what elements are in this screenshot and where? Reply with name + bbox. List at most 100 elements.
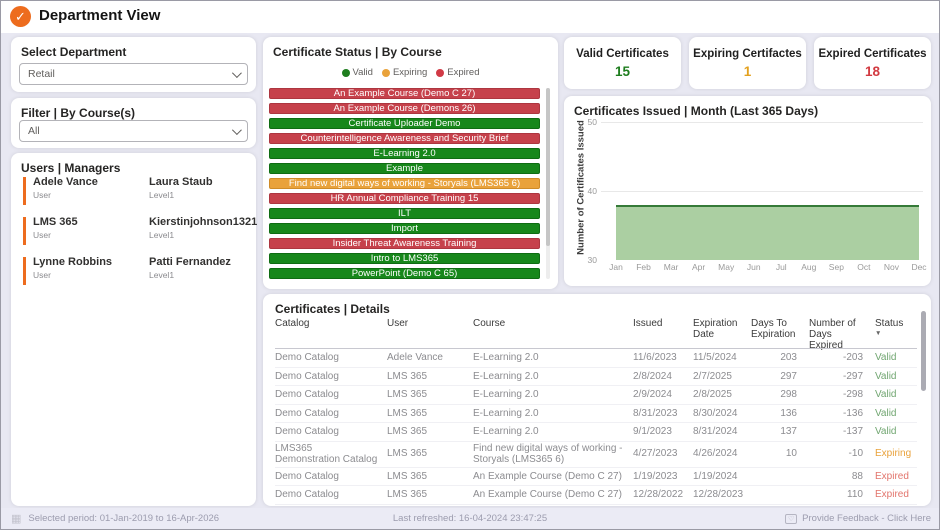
column-header-status[interactable]: Status▼	[875, 318, 917, 351]
table-cell: 1/19/2024	[693, 470, 751, 484]
table-cell: 2/9/2024	[633, 388, 693, 402]
x-axis-tick-label: Jun	[739, 262, 769, 272]
column-header-expiration-date[interactable]: Expiration Date	[693, 318, 751, 351]
course-status-bar[interactable]: Import	[269, 223, 540, 234]
table-cell: 136	[751, 407, 809, 421]
course-status-bar[interactable]: ILT	[269, 208, 540, 219]
kpi-label: Expiring Certifactes	[693, 48, 802, 60]
course-status-bar[interactable]: Counterintelligence Awareness and Securi…	[269, 133, 540, 144]
y-axis-tick-label: 50	[567, 117, 597, 127]
table-cell: 110	[809, 488, 875, 502]
table-cell: 8/31/2024	[693, 425, 751, 439]
table-row: LMS365 Demonstration CatalogLMS 365Find …	[275, 442, 917, 468]
table-row: Demo CatalogLMS 365E-Learning 2.02/9/202…	[275, 386, 917, 405]
column-header-label: Catalog	[275, 318, 379, 329]
table-cell: -136	[809, 407, 875, 421]
table-cell: 11/5/2024	[693, 351, 751, 365]
table-row: Demo CatalogAdele VanceE-Learning 2.011/…	[275, 349, 917, 368]
x-axis-tick-label: Feb	[629, 262, 659, 272]
column-header-label: Course	[473, 318, 625, 329]
column-header-issued[interactable]: Issued	[633, 318, 693, 351]
table-cell: Demo Catalog	[275, 470, 387, 484]
table-scrollbar-thumb[interactable]	[921, 311, 926, 391]
user-manager-row[interactable]: Adele VanceUserLaura StaubLevel1	[11, 176, 256, 208]
table-header-row: Catalog User Course Issued Expiration DateDa…	[275, 318, 917, 351]
column-header-label: Issued	[633, 318, 685, 329]
table-cell: 297	[751, 370, 809, 384]
bars-scrollbar-thumb[interactable]	[546, 88, 550, 246]
column-header-catalog[interactable]: Catalog	[275, 318, 387, 351]
table-cell: LMS 365	[387, 425, 473, 439]
legend-label: Expired	[447, 67, 479, 78]
column-header-course[interactable]: Course	[473, 318, 633, 351]
table-cell: 1/19/2023	[633, 470, 693, 484]
area-chart-plot: 304050JanFebMarAprMayJunJulAugSepOctNovD…	[601, 122, 923, 260]
table-cell: E-Learning 2.0	[473, 407, 633, 421]
users-managers-card: Users | Managers Adele VanceUserLaura St…	[11, 153, 256, 506]
table-row: Demo CatalogLMS 365An Example Course (De…	[275, 486, 917, 505]
table-cell: Demo Catalog	[275, 425, 387, 439]
status-bar: ▦ Selected period: 01-Jan-2019 to 16-Apr…	[1, 508, 939, 529]
user-manager-row[interactable]: Lynne RobbinsUserPatti FernandezLevel1	[11, 256, 256, 288]
table-row: Demo CatalogLMS 365An Example Course (De…	[275, 468, 917, 487]
column-header-label: Status	[875, 318, 909, 329]
table-cell: Demo Catalog	[275, 488, 387, 502]
user-sub-label: User	[33, 270, 51, 280]
table-cell: LMS 365	[387, 407, 473, 421]
table-cell: -203	[809, 351, 875, 365]
legend-label: Expiring	[393, 67, 427, 78]
course-status-bar[interactable]: Example	[269, 163, 540, 174]
table-cell: Find new digital ways of working - Story…	[473, 442, 633, 467]
table-cell: E-Learning 2.0	[473, 425, 633, 439]
user-accent-bar	[23, 177, 26, 205]
table-cell: 137	[751, 425, 809, 439]
user-accent-bar	[23, 257, 26, 285]
table-cell: Demo Catalog	[275, 407, 387, 421]
manager-name: Patti Fernandez	[149, 256, 231, 268]
table-cell: Valid	[875, 370, 917, 384]
certificate-status-title: Certificate Status | By Course	[273, 45, 442, 59]
table-cell: LMS 365	[387, 370, 473, 384]
column-header-days-to-expiration[interactable]: Days To Expiration	[751, 318, 809, 351]
column-header-user[interactable]: User	[387, 318, 473, 351]
x-axis-tick-label: May	[711, 262, 741, 272]
table-cell: -137	[809, 425, 875, 439]
x-axis-tick-label: Apr	[684, 262, 714, 272]
sort-descending-icon: ▼	[875, 330, 909, 337]
table-cell: 2/7/2025	[693, 370, 751, 384]
legend-dot-icon	[436, 69, 444, 77]
chevron-down-icon	[232, 125, 242, 135]
legend-dot-icon	[342, 69, 350, 77]
column-header-label: User	[387, 318, 465, 329]
course-dropdown[interactable]: All	[19, 120, 248, 142]
certificates-details-title: Certificates | Details	[275, 302, 390, 316]
manager-sub-label: Level1	[149, 270, 174, 280]
course-status-bar[interactable]: HR Annual Compliance Training 15	[269, 193, 540, 204]
table-cell: 8/31/2023	[633, 407, 693, 421]
table-cell: Expired	[875, 488, 917, 502]
users-managers-title: Users | Managers	[21, 161, 120, 175]
column-header-label: Days To Expiration	[751, 318, 801, 340]
course-status-bar[interactable]: Certificate Uploader Demo	[269, 118, 540, 129]
course-status-bar[interactable]: Find new digital ways of working - Story…	[269, 178, 540, 189]
course-status-bar[interactable]: An Example Course (Demo C 27)	[269, 88, 540, 99]
course-status-bar[interactable]: E-Learning 2.0	[269, 148, 540, 159]
manager-sub-label: Level1	[149, 190, 174, 200]
department-dropdown[interactable]: Retail	[19, 63, 248, 85]
area-series-fill	[616, 205, 919, 260]
course-status-bar[interactable]: Insider Threat Awareness Training	[269, 238, 540, 249]
table-cell: 11/6/2023	[633, 351, 693, 365]
table-row: Demo CatalogLMS 365E-Learning 2.02/8/202…	[275, 368, 917, 387]
table-row: Demo CatalogLMS 365An Example Course (De…	[275, 505, 917, 507]
course-status-bar[interactable]: An Example Course (Demons 26)	[269, 103, 540, 114]
course-status-bar[interactable]: Intro to LMS365	[269, 253, 540, 264]
table-cell: Demo Catalog	[275, 370, 387, 384]
provide-feedback-link[interactable]: ♡ Provide Feedback - Click Here	[785, 513, 931, 524]
table-cell: 12/28/2023	[693, 488, 751, 502]
kpi-value: 15	[615, 64, 630, 79]
course-status-bar[interactable]: PowerPoint (Demo C 65)	[269, 268, 540, 279]
table-cell: Adele Vance	[387, 351, 473, 365]
column-header-number-of-days-expired[interactable]: Number of Days Expired	[809, 318, 875, 351]
user-manager-row[interactable]: LMS 365UserKierstinjohnson1321Level1	[11, 216, 256, 248]
status-legend: ValidExpiringExpired	[263, 67, 558, 78]
